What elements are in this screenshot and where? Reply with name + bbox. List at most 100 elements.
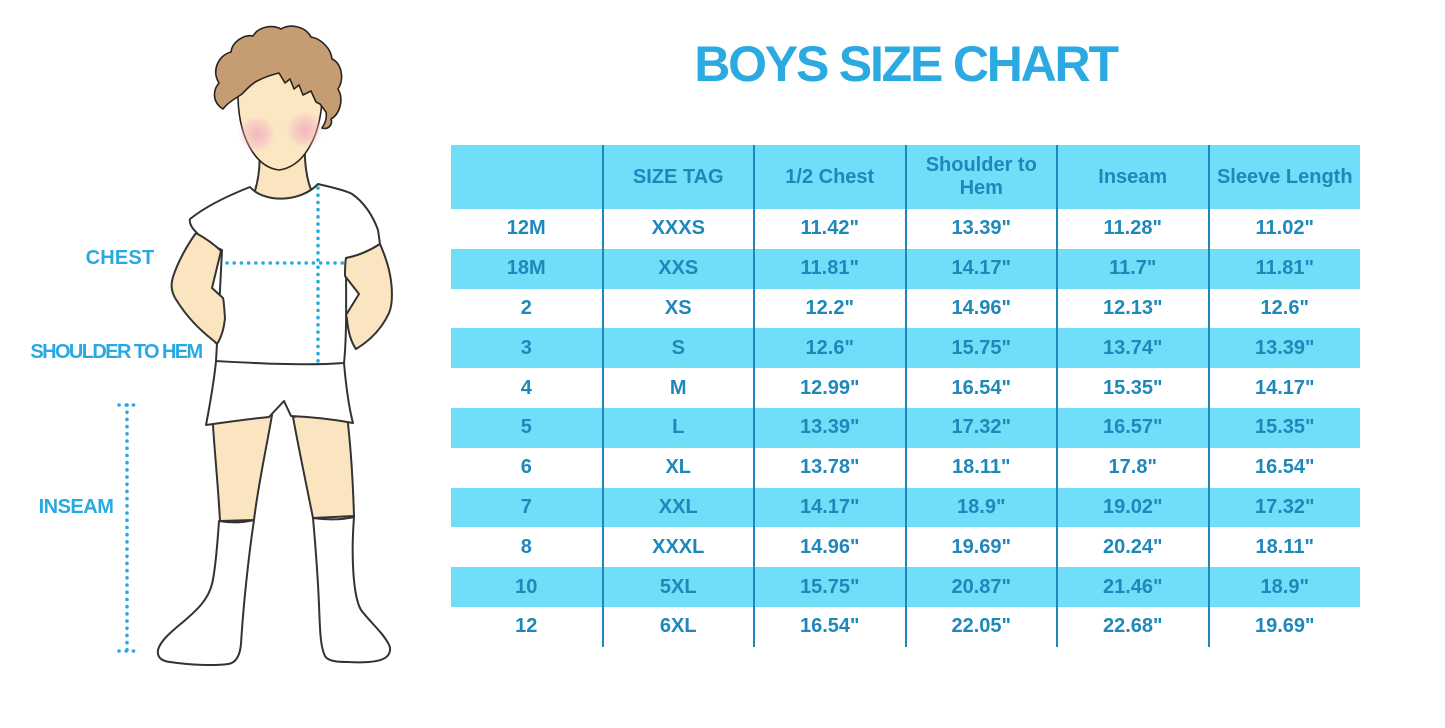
row-size-cell: 12	[451, 607, 603, 647]
cell-value: XXL	[658, 495, 698, 518]
cell-value: 13.39"	[799, 416, 860, 439]
cell-value: 11.28"	[1103, 217, 1162, 240]
measurement-cell: 11.28"	[1056, 209, 1209, 249]
left-arm	[170, 232, 226, 345]
measurement-cell: 12.6"	[753, 328, 906, 369]
cell-value: XL	[665, 456, 692, 479]
measurement-cell: 17.8"	[1056, 447, 1209, 488]
measurement-cell: 16.57"	[1056, 407, 1209, 448]
cell-value: 11.42"	[800, 217, 859, 240]
right-arm	[344, 243, 393, 350]
shirt	[188, 183, 381, 366]
measurement-cell: L	[601, 407, 754, 448]
cell-value: 18.11"	[1255, 535, 1314, 558]
measurement-cell: 16.54"	[904, 368, 1057, 408]
cell-value: 10	[515, 575, 538, 598]
column-header-5: Sleeve Length	[1207, 145, 1360, 209]
cell-value: XXS	[658, 257, 699, 280]
column-header-2: 1/2 Chest	[753, 145, 906, 209]
cell-value: 22.05"	[951, 615, 1012, 638]
measurement-cell: 17.32"	[1207, 487, 1360, 528]
row-size-cell: 4	[451, 368, 603, 408]
column-header-label: Sleeve Length	[1216, 165, 1353, 188]
measurement-cell: 15.75"	[753, 567, 906, 607]
row-size-cell: 12M	[451, 209, 603, 249]
cell-value: M	[669, 376, 687, 399]
measurement-cell: XXXL	[601, 527, 754, 568]
cell-value: 19.69"	[951, 535, 1012, 558]
cell-value: 14.96"	[951, 296, 1012, 319]
measurement-cell: 16.54"	[753, 606, 906, 647]
column-header-label: SIZE TAG	[632, 165, 724, 188]
measurement-cell: 12.2"	[753, 288, 906, 329]
cell-value: 14.17"	[1254, 376, 1315, 399]
cell-value: 15.35"	[1102, 376, 1163, 399]
cell-value: S	[671, 336, 685, 359]
left-leg	[211, 409, 273, 522]
row-size-cell: 3	[451, 328, 603, 369]
table-header: SIZE TAG 1/2 Chest Shoulder to Hem Insea…	[451, 145, 1360, 209]
table-row-12M: 12M XXXS 11.42" 13.39" 11.28" 11.02"	[451, 209, 1360, 249]
cell-value: 13.39"	[1254, 336, 1315, 359]
measurement-cell: 11.7"	[1056, 248, 1209, 289]
column-header-1: SIZE TAG	[601, 145, 754, 209]
table-row-10: 10 5XL 15.75" 20.87" 21.46" 18.9"	[451, 567, 1360, 607]
column-header-4: Inseam	[1056, 145, 1209, 209]
measurement-cell: 14.17"	[904, 248, 1057, 289]
measurement-cell: 14.96"	[904, 288, 1057, 329]
right-leg	[292, 406, 355, 519]
table-row-6: 6 XL 13.78" 18.11" 17.8" 16.54"	[451, 447, 1360, 488]
cell-value: 13.74"	[1102, 336, 1163, 359]
measurement-cell: 13.39"	[904, 209, 1057, 249]
cell-value: 5XL	[659, 575, 697, 598]
cell-value: 15.75"	[951, 336, 1012, 359]
measurement-cell: 11.81"	[753, 248, 906, 289]
column-header-label: 1/2 Chest	[785, 165, 875, 188]
row-size-cell: 2	[451, 289, 603, 329]
measurement-cell: 13.74"	[1056, 328, 1209, 369]
measurement-cell: 19.02"	[1056, 487, 1209, 528]
cell-value: 12.2"	[805, 296, 854, 319]
measurement-cell: 5XL	[601, 567, 754, 607]
right-sock	[312, 516, 392, 664]
cell-value: L	[672, 416, 685, 439]
cell-value: 6	[520, 456, 532, 479]
cell-value: 21.46"	[1102, 575, 1163, 598]
row-size-cell: 5	[451, 407, 603, 448]
measurement-cell: S	[601, 328, 754, 369]
row-size-cell: 7	[451, 487, 603, 528]
cell-value: 18.9"	[957, 495, 1006, 518]
cell-value: 12.6"	[805, 336, 854, 359]
measurement-cell: 19.69"	[1207, 606, 1360, 647]
measurement-cell: 13.39"	[1207, 328, 1360, 369]
left-sock	[156, 519, 255, 667]
cell-value: 3	[520, 336, 532, 359]
boy-illustration	[117, 25, 393, 667]
boy-figure-panel: CHEST SHOULDER TO HEM INSEAM	[0, 0, 450, 723]
measurement-cell: XS	[601, 288, 754, 329]
cell-value: 17.8"	[1108, 456, 1157, 479]
measurement-cell: 11.02"	[1207, 209, 1360, 249]
cell-value: 19.02"	[1102, 495, 1163, 518]
measurement-cell: 20.87"	[904, 567, 1057, 607]
measurement-cell: 14.17"	[1207, 368, 1360, 408]
measurement-lines	[117, 186, 347, 653]
column-header-label: Inseam	[1098, 165, 1168, 188]
cell-value: 16.54"	[951, 376, 1012, 399]
cell-value: 16.54"	[799, 615, 860, 638]
cell-value: 18.11"	[952, 456, 1011, 479]
cell-value: 12	[515, 615, 538, 638]
measurement-cell: 11.81"	[1207, 248, 1360, 289]
cell-value: 11.02"	[1255, 217, 1314, 240]
measurement-cell: XL	[601, 447, 754, 488]
shorts	[205, 360, 354, 426]
table-row-8: 8 XXXL 14.96" 19.69" 20.24" 18.11"	[451, 527, 1360, 568]
measurement-cell: 17.32"	[904, 407, 1057, 448]
measurement-cell: 18.9"	[1207, 567, 1360, 607]
table-row-12: 12 6XL 16.54" 22.05" 22.68" 19.69"	[451, 606, 1360, 647]
cell-value: 19.69"	[1254, 615, 1315, 638]
cell-value: 18M	[506, 257, 546, 280]
table-row-5: 5 L 13.39" 17.32" 16.57" 15.35"	[451, 407, 1360, 448]
table-body: 12M XXXS 11.42" 13.39" 11.28" 11.02" 18M…	[451, 209, 1360, 647]
cell-value: 18.9"	[1260, 575, 1309, 598]
